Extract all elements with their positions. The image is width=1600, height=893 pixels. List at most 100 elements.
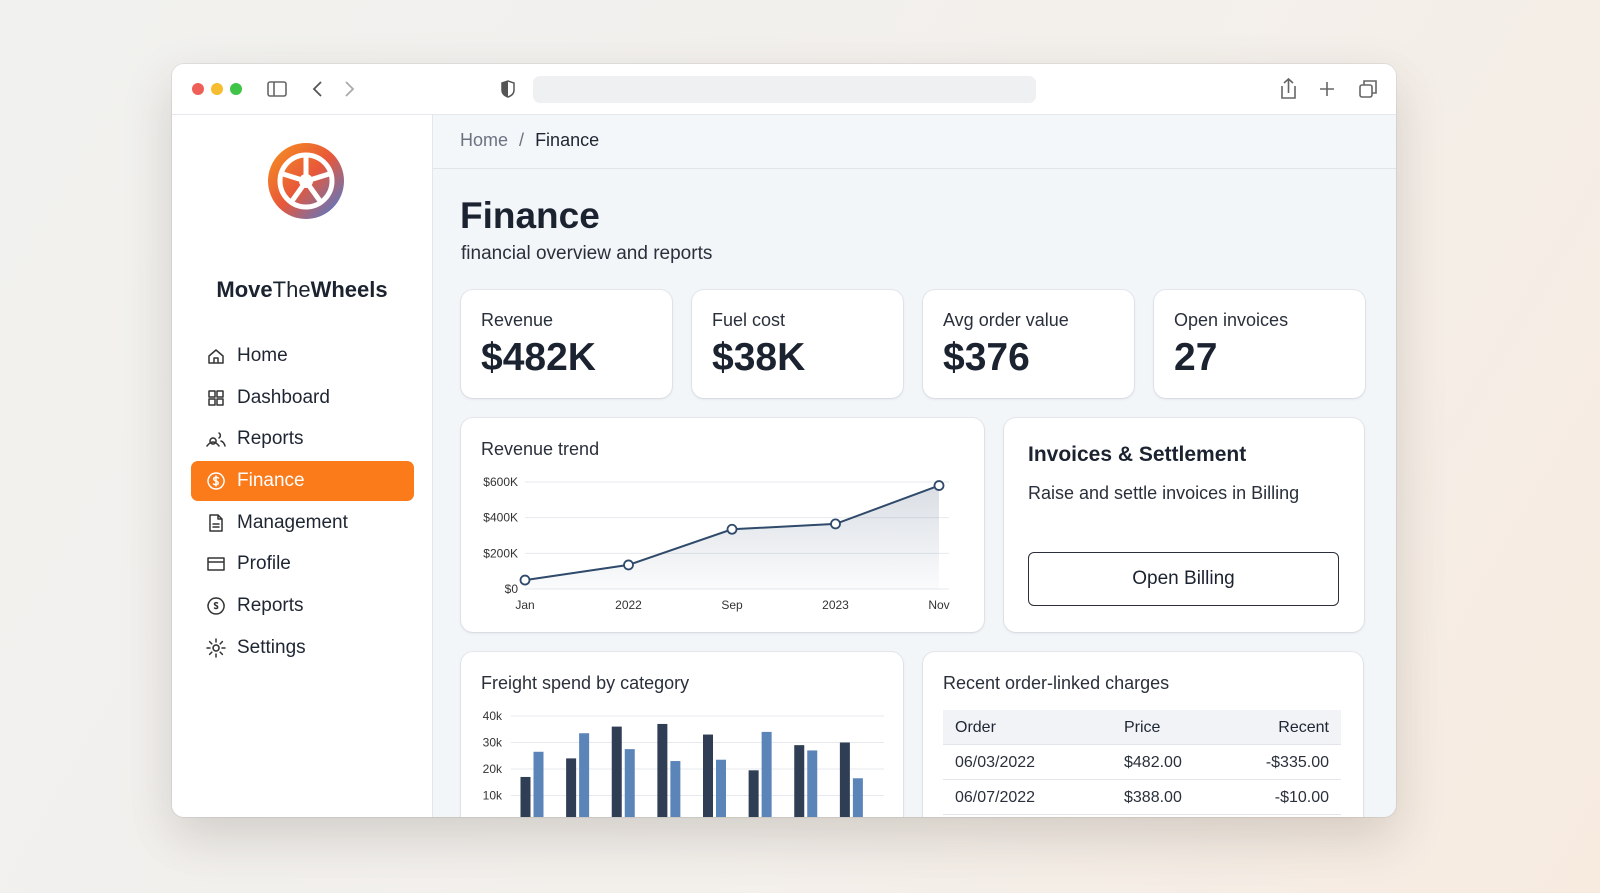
y-tick-label: 40k	[483, 709, 503, 723]
x-tick-label: Nov	[928, 598, 949, 612]
nav-icon	[207, 557, 225, 571]
brand-part: Move	[216, 277, 273, 302]
nav-icon	[208, 390, 224, 406]
nav-icon-path	[207, 557, 225, 571]
bar	[852, 778, 863, 817]
bar	[807, 750, 818, 817]
nav-icon-path	[206, 638, 226, 658]
revenue-card: Revenue trend $0 $200K $400K $600K Jan 2022 Se…	[461, 418, 984, 632]
column-header: Recent	[1278, 719, 1329, 736]
bar	[520, 776, 531, 817]
shield-icon	[501, 80, 515, 98]
forward-button[interactable]	[345, 81, 355, 97]
kpi-value: $482K	[481, 336, 596, 379]
column-header: Price	[1124, 719, 1161, 736]
line-point	[519, 574, 531, 586]
nav-icon	[206, 432, 226, 447]
table-row: 06/07/2022 $388.00 -$10.00	[943, 780, 1341, 815]
nav-icon-path	[208, 349, 224, 364]
nav-label: Management	[237, 512, 348, 533]
table-cell: $482.00	[1124, 754, 1182, 771]
nav-icon	[206, 638, 226, 658]
kpi-value: 27	[1174, 336, 1218, 379]
nav-item[interactable]: Home	[191, 336, 414, 376]
y-tick-label: 30k	[483, 736, 503, 750]
line-chart: $0 $200K $400K $600K Jan 2022 Sep 2023 Nov	[483, 475, 949, 612]
nav-item[interactable]: Management	[191, 503, 414, 543]
table-cell: 06/07/2022	[955, 789, 1036, 806]
browser-toolbar	[172, 64, 1396, 115]
line-point	[726, 523, 738, 535]
line-point	[623, 559, 634, 571]
brand-part: Wheels	[310, 277, 388, 302]
nav-item[interactable]: Reports	[191, 419, 414, 459]
nav-label: Finance	[237, 470, 305, 491]
y-tick-label: $200K	[483, 546, 518, 560]
kpi-card: Fuel cost $38K	[692, 290, 903, 398]
new-tab-button[interactable]	[1320, 82, 1334, 96]
y-tick-label: $0	[505, 582, 519, 596]
nav-label: Dashboard	[237, 387, 330, 408]
nav-item-active[interactable]: Finance	[191, 461, 414, 501]
kpi-card: Avg order value $376	[923, 290, 1134, 398]
kpi-label: Avg order value	[943, 310, 1069, 330]
nav-item[interactable]: Reports	[191, 586, 414, 626]
x-tick-label: Jan	[515, 598, 534, 612]
nav-icon-path	[207, 472, 225, 490]
nav-item[interactable]: Dashboard	[191, 378, 414, 418]
y-tick-label: 10k	[483, 789, 503, 803]
x-tick-label: 2022	[615, 598, 642, 612]
open-billing-button[interactable]: Open Billing	[1028, 552, 1339, 606]
brand-name: MoveTheWheels	[172, 277, 432, 303]
brand-logo	[232, 143, 344, 219]
kpi-card: Open invoices 27	[1154, 290, 1365, 398]
table-header: Order Price Recent	[943, 710, 1341, 745]
page-title: Finance	[460, 195, 600, 236]
table-cell: 06/03/2022	[955, 754, 1036, 771]
address-bar[interactable]	[533, 76, 1036, 103]
table-cell: -$335.00	[1265, 754, 1329, 771]
bar	[579, 733, 590, 817]
bar	[748, 770, 759, 817]
nav-icon	[208, 349, 224, 364]
nav-icon	[207, 597, 225, 615]
nav-label: Settings	[237, 637, 306, 658]
nav-item[interactable]: Profile	[191, 544, 414, 584]
x-tick-label: Sep	[721, 598, 743, 612]
y-tick-label: 20k	[483, 762, 503, 776]
sidebar: MoveTheWheels Home Dashboard Reports Financ…	[172, 115, 433, 817]
minimize-button[interactable]	[211, 83, 223, 95]
browser-window: MoveTheWheels Home Dashboard Reports Financ…	[172, 64, 1396, 817]
toolbar-icons	[192, 76, 1377, 103]
kpi-label: Open invoices	[1174, 310, 1289, 330]
share-button[interactable]	[1281, 77, 1296, 99]
card-text: Raise and settle invoices in Billing	[1028, 483, 1300, 503]
bar-chart: 10k 20k 30k 40k	[483, 709, 884, 817]
page-subtitle: financial overview and reports	[461, 243, 713, 264]
table-cell: $388.00	[1124, 789, 1182, 806]
breadcrumb: Home / Finance	[460, 130, 599, 151]
brand-part: The	[272, 277, 311, 302]
tabs-button[interactable]	[1359, 80, 1377, 98]
zoom-button[interactable]	[230, 83, 242, 95]
bar	[794, 745, 805, 817]
nav-item[interactable]: Settings	[191, 628, 414, 668]
nav-icon-path	[206, 432, 226, 447]
line-point	[933, 480, 945, 491]
sidebar-toggle[interactable]	[267, 81, 287, 97]
breadcrumb-link[interactable]: Home	[460, 130, 509, 150]
y-tick-label: $400K	[483, 511, 518, 525]
back-button[interactable]	[312, 81, 322, 97]
card-title: Freight spend by category	[481, 673, 690, 693]
close-button[interactable]	[192, 83, 204, 95]
line-area	[525, 485, 939, 589]
bar	[566, 758, 577, 817]
nav-icon	[207, 472, 225, 490]
kpi-label: Fuel cost	[712, 310, 786, 330]
charges-table: Order Price Recent 06/03/2022 $482.00 -$335.0…	[943, 710, 1341, 815]
freight-card: Freight spend by category 10k 20k 30k 40k	[461, 652, 903, 817]
card-title: Invoices & Settlement	[1028, 443, 1247, 466]
breadcrumb-bar: Home / Finance	[433, 115, 1396, 169]
nav-icon	[209, 514, 223, 532]
column-header: Order	[955, 719, 996, 736]
